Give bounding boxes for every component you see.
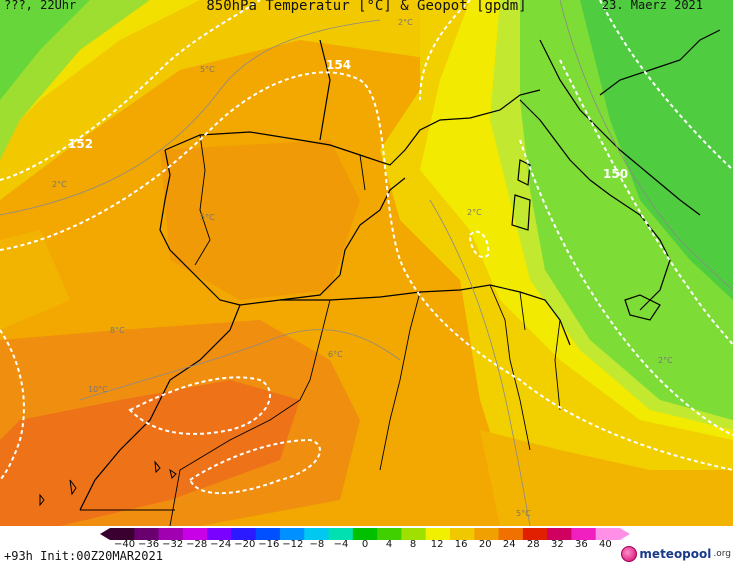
colorbar-segment	[182, 528, 208, 540]
colorbar-segment	[498, 528, 524, 540]
colorbar-segment	[110, 528, 135, 540]
colorbar-segment	[255, 528, 281, 540]
isotherm-label-2c-mid: 2°C	[467, 208, 482, 217]
isotherm-label-2c-left: 2°C	[52, 180, 67, 189]
isotherm-label-2c-top: 2°C	[398, 18, 413, 27]
colorbar-segment	[595, 528, 621, 540]
colorbar-tick-label: −8	[309, 539, 325, 550]
colorbar-tick-label: 4	[385, 539, 393, 550]
temperature-contours	[0, 0, 733, 527]
colorbar-tick-label: −40	[114, 539, 136, 550]
colorbar-tick-label: 0	[361, 539, 369, 550]
colorbar-tick-label: −4	[333, 539, 349, 550]
map-title: 850hPa Temperatur [°C] & Geopot [gpdm]	[206, 0, 527, 14]
colorbar-segment	[547, 528, 572, 540]
run-info: +93h Init:00Z20MAR2021	[4, 549, 163, 563]
canary-islands	[39, 460, 177, 507]
geopot-label-154: 154	[326, 58, 351, 72]
colorbar-ticks: −40 −36 −32 −28 −24 −20 −16 −12 −8 −4 0 4 8 12 16 20 24 2…	[0, 539, 733, 553]
colorbar-segment	[231, 528, 257, 540]
colorbar-tick-label: −12	[282, 539, 304, 550]
forecast-date: 23. Maerz 2021	[601, 0, 703, 12]
colorbar-segment	[328, 528, 354, 540]
colorbar-tick-label: −36	[138, 539, 160, 550]
temperature-field-nw-yellow	[0, 0, 470, 200]
colorbar-segment	[450, 528, 475, 540]
meteopool-logo-icon	[621, 546, 638, 562]
colorbar-segment	[522, 528, 548, 540]
colorbar-segment	[474, 528, 500, 540]
colorbar-segment	[280, 528, 305, 540]
colorbar-segment	[207, 528, 232, 540]
isotherm-label-5c: 5°C	[200, 65, 215, 74]
isotherm-label-5c-bottom: 5°C	[516, 509, 531, 518]
colorbar-tick-label: −16	[258, 539, 280, 550]
country-borders	[80, 134, 561, 527]
map-canvas: 154 152 150 2°C 5°C 2°C 2°C 5°C 8°C 6°C …	[0, 0, 733, 527]
forecast-time-label: ???, 22Uhr	[4, 0, 77, 12]
temperature-field-se-orange	[480, 430, 733, 526]
brand-suffix: .org	[713, 549, 731, 559]
isotherm-label-2c-right: 2°C	[658, 356, 673, 365]
weather-map: 154 152 150 2°C 5°C 2°C 2°C 5°C 8°C 6°C …	[0, 0, 733, 527]
colorbar-segment	[425, 528, 451, 540]
geopot-label-150: 150	[603, 167, 628, 181]
map-labels: 154 152 150 2°C 5°C 2°C 2°C 5°C 8°C 6°C …	[52, 18, 673, 518]
colorbar-tick-label: −32	[162, 539, 184, 550]
colorbar-arrow-right	[620, 528, 630, 540]
colorbar-tick-label: 36	[575, 539, 588, 550]
colorbar-legend	[100, 528, 630, 540]
geopotential-contours	[0, 0, 733, 495]
brand-logo[interactable]: meteopool .org	[621, 546, 731, 562]
isotherm-label-8c: 8°C	[110, 326, 125, 335]
geopot-label-152: 152	[68, 137, 93, 151]
colorbar-tick-label: 20	[478, 539, 492, 550]
colorbar-tick-label: 12	[430, 539, 444, 550]
colorbar-segment	[352, 528, 378, 540]
colorbar-tick-label: 24	[502, 539, 516, 550]
colorbar-tick-label: 32	[550, 539, 564, 550]
isotherm-label-5c-iberia: 5°C	[200, 213, 215, 222]
brand-name: meteopool	[639, 547, 712, 561]
temperature-field-w-orange	[0, 230, 70, 330]
colorbar-arrow-left	[100, 528, 110, 540]
isotherm-label-6c: 6°C	[328, 350, 343, 359]
colorbar-tick-label: −20	[234, 539, 256, 550]
colorbar-tick-label: 40	[599, 539, 612, 550]
temperature-field-e-darkgreen	[580, 0, 733, 300]
colorbar-segment	[304, 528, 330, 540]
colorbar-segment	[571, 528, 597, 540]
colorbar-tick-label: 16	[454, 539, 468, 550]
colorbar-tick-label: −28	[186, 539, 208, 550]
colorbar-segment	[377, 528, 402, 540]
colorbar-segment	[401, 528, 427, 540]
colorbar-tick-label: −24	[210, 539, 232, 550]
temperature-field-iberia	[160, 140, 360, 300]
isotherm-label-10c: 10°C	[88, 385, 108, 394]
temperature-field-nw-darkgreen	[0, 0, 90, 100]
colorbar-tick-label: 28	[526, 539, 540, 550]
colorbar-segment	[134, 528, 160, 540]
coastlines	[79, 29, 721, 511]
colorbar-segment	[158, 528, 184, 540]
colorbar-tick-label: 8	[409, 539, 417, 550]
